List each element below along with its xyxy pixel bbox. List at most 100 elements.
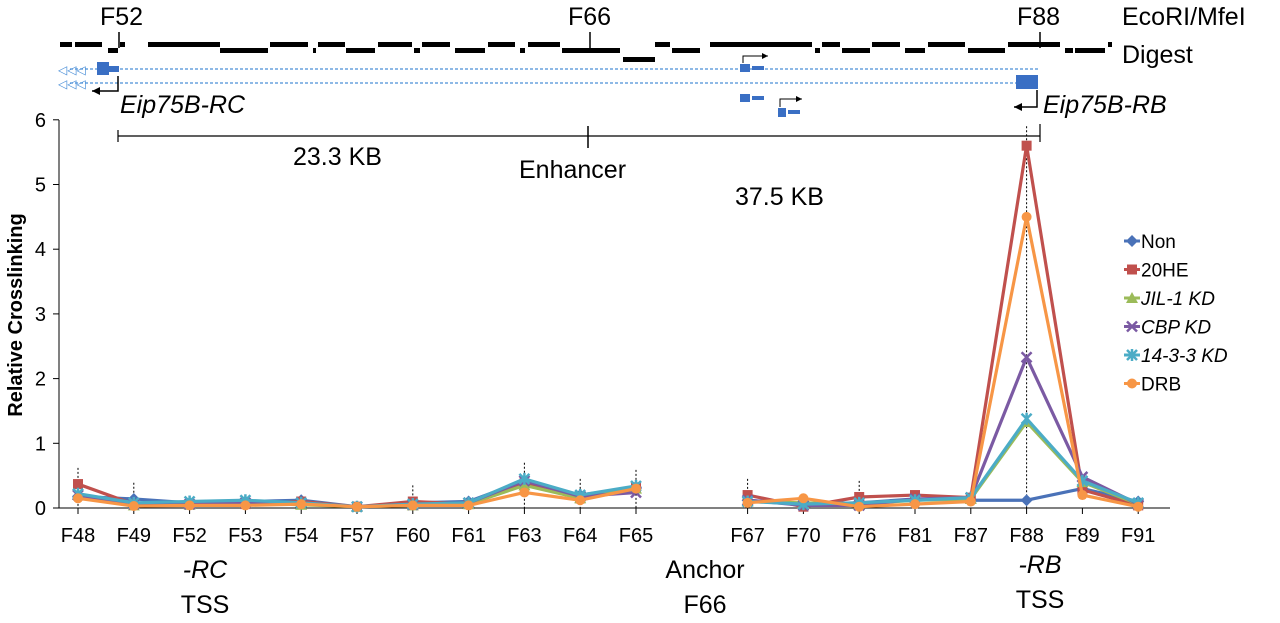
data-point xyxy=(1077,490,1088,501)
digest-label: Digest xyxy=(1122,41,1193,69)
x-tick-label: F61 xyxy=(451,525,485,547)
series-line xyxy=(747,417,1139,506)
series-line xyxy=(747,215,1139,509)
data-point xyxy=(742,490,753,501)
legend-label: DRB xyxy=(1141,375,1181,396)
digest-map: F52 F66 F88 EcoRI/MfeI Digest xyxy=(60,3,1246,69)
y-axis: 0 1 2 3 4 5 6 xyxy=(35,110,60,520)
legend-marker xyxy=(1127,378,1137,389)
rb-tss-annotation: TSS xyxy=(1016,586,1065,614)
data-point xyxy=(519,487,530,498)
data-point xyxy=(854,501,865,512)
legend-label: 14-3-3 KD xyxy=(1141,346,1228,367)
series-drb xyxy=(73,211,1144,512)
x-tick-label: F48 xyxy=(61,525,95,547)
y-tick-label: 1 xyxy=(35,433,46,455)
data-point xyxy=(1020,412,1033,425)
x-tick-label: F52 xyxy=(172,525,206,547)
distance-left-label: 23.3 KB xyxy=(293,143,382,171)
x-tick-label: F87 xyxy=(954,525,988,547)
gene-rc-label: Eip75B-RC xyxy=(120,91,246,119)
legend-marker xyxy=(1126,320,1138,333)
x-tick-label: F70 xyxy=(786,525,820,547)
series-20he xyxy=(73,140,1144,512)
legend-label: JIL-1 KD xyxy=(1140,289,1215,310)
digest-fragment-f88: F88 xyxy=(1017,3,1060,31)
data-point xyxy=(631,483,641,494)
legend-marker xyxy=(1126,349,1138,361)
y-tick-label: 6 xyxy=(35,110,46,132)
data-point xyxy=(1020,494,1033,507)
legend-label: CBP KD xyxy=(1141,318,1211,339)
legend-marker xyxy=(1126,292,1138,303)
data-point xyxy=(1021,140,1032,151)
data-point xyxy=(407,500,418,511)
rb-arrowhead-icon xyxy=(1014,103,1022,111)
y-tick-label: 3 xyxy=(35,304,46,326)
x-tick-label: F76 xyxy=(842,525,876,547)
data-point xyxy=(798,493,809,504)
digest-fragment-f52: F52 xyxy=(100,3,143,31)
data-point xyxy=(184,500,195,511)
restriction-digest-track xyxy=(60,42,1112,62)
x-tick-label: F65 xyxy=(619,525,653,547)
x-tick-label: F54 xyxy=(284,525,318,547)
legend-marker xyxy=(1126,235,1138,247)
data-point xyxy=(910,499,920,510)
x-tick-label: F63 xyxy=(507,525,541,547)
series-layer xyxy=(72,126,1145,513)
data-point xyxy=(240,500,251,511)
legend-label: 20HE xyxy=(1141,261,1189,282)
x-tick-label: F91 xyxy=(1121,525,1155,547)
x-tick-label: F81 xyxy=(898,525,932,547)
rb-exon xyxy=(1016,75,1038,89)
legend-marker xyxy=(1127,264,1137,275)
x-tick-label: F88 xyxy=(1009,525,1043,547)
x-tick-label: F67 xyxy=(730,525,764,547)
data-point xyxy=(518,472,531,485)
data-point xyxy=(1133,501,1144,512)
data-point xyxy=(1021,211,1032,222)
y-tick-label: 5 xyxy=(35,175,46,197)
gene-track: ◁◁◁ ◁◁◁ Eip75B-RC Eip75B-RB xyxy=(57,53,1167,119)
data-point xyxy=(296,499,307,510)
data-point xyxy=(1020,351,1033,364)
legend-label: Non xyxy=(1141,232,1176,253)
data-point xyxy=(73,479,83,490)
data-point xyxy=(965,496,976,507)
data-point xyxy=(73,493,83,504)
rc-tss-annotation: TSS xyxy=(181,591,230,619)
x-tick-label: F60 xyxy=(396,525,430,547)
rc-exon-utr xyxy=(109,66,119,72)
data-point xyxy=(352,501,362,512)
rb-strand-arrows-icon: ◁◁◁ xyxy=(57,77,86,91)
x-tick-label: F49 xyxy=(117,525,151,547)
bottom-annotations: -RC TSS Anchor F66 -RB TSS xyxy=(181,551,1065,619)
rc-arrowhead-icon xyxy=(92,87,100,95)
anchor-annotation: Anchor xyxy=(665,556,744,584)
distance-scale: 23.3 KB Enhancer 37.5 KB xyxy=(117,124,1041,211)
x-axis: F48 F49 F52 F53 F54 F57 F60 F61 F63 F64 F65 F67 F70 F… xyxy=(59,507,1170,547)
distance-right-label: 37.5 KB xyxy=(735,183,824,211)
rc-annotation: -RC xyxy=(183,556,228,584)
x-tick-label: F89 xyxy=(1065,525,1099,547)
y-axis-title: Relative Crosslinking xyxy=(5,213,27,416)
y-tick-label: 2 xyxy=(35,369,46,391)
rb-annotation: -RB xyxy=(1018,551,1061,579)
rb-tss-arrow xyxy=(1014,90,1038,108)
enhancer-label: Enhancer xyxy=(519,156,626,184)
small-transcripts xyxy=(740,53,802,117)
data-point xyxy=(742,497,753,508)
legend: Non 20HE JIL-1 KD CBP KD 14-3-3 KD DRB xyxy=(1124,232,1228,396)
rc-tss-arrow xyxy=(92,76,119,92)
x-tick-label: F53 xyxy=(228,525,262,547)
data-point xyxy=(575,495,586,506)
digest-fragment-f66: F66 xyxy=(568,3,611,31)
data-point xyxy=(128,501,139,512)
y-tick-label: 4 xyxy=(35,239,46,261)
y-tick-label: 0 xyxy=(35,498,46,520)
anchor-fragment-annotation: F66 xyxy=(683,591,726,619)
data-point xyxy=(463,500,474,511)
rc-strand-arrows-icon: ◁◁◁ xyxy=(57,63,86,77)
